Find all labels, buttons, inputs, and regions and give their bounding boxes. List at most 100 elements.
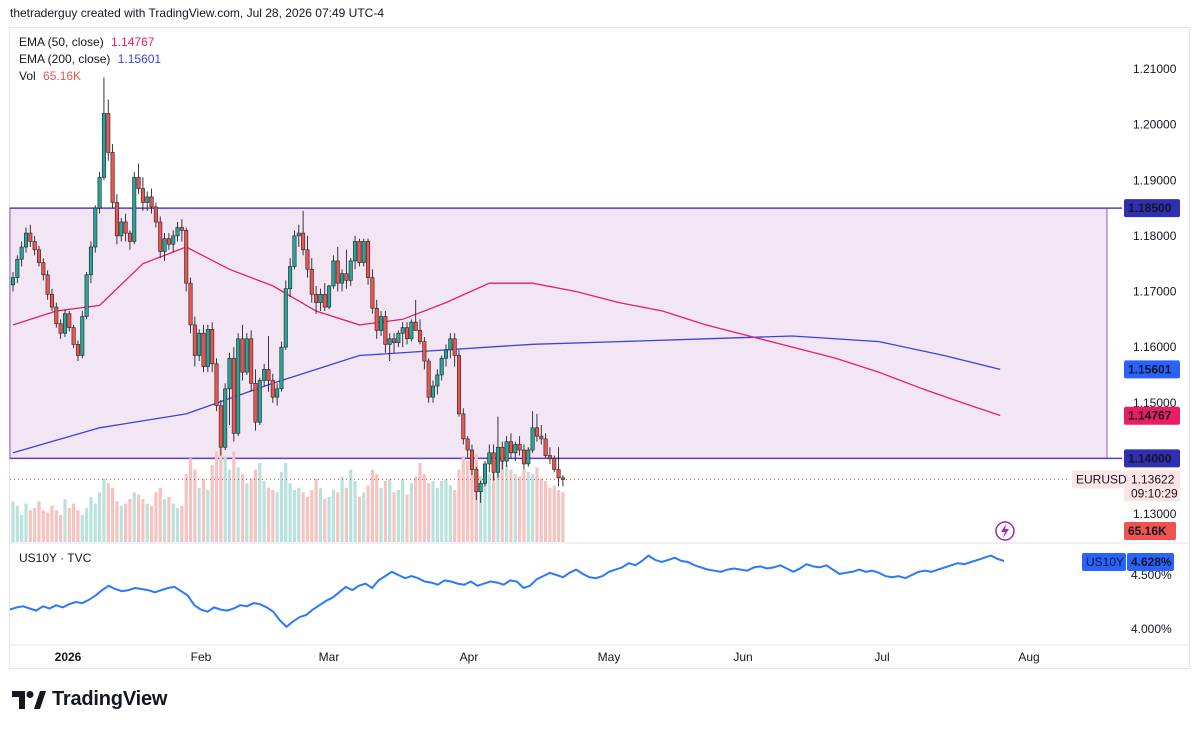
range-box[interactable] [9, 207, 1108, 459]
candle[interactable] [552, 455, 557, 473]
candle[interactable] [366, 238, 371, 285]
candle[interactable] [500, 441, 505, 470]
candle[interactable] [556, 447, 561, 487]
candle[interactable] [257, 377, 262, 425]
candle[interactable] [560, 475, 565, 487]
ema200-legend-row[interactable]: EMA (200, close) 1.15601 [19, 51, 161, 68]
candle[interactable] [279, 341, 284, 392]
us10y-last-badge[interactable]: US10Y 4.628% [1082, 553, 1174, 571]
candle[interactable] [101, 77, 106, 181]
candle[interactable] [392, 333, 397, 353]
candle[interactable] [327, 284, 332, 310]
candle[interactable] [344, 249, 349, 289]
candle[interactable] [418, 319, 423, 345]
candle[interactable] [41, 258, 46, 281]
candle[interactable] [197, 329, 202, 362]
candle[interactable] [179, 219, 184, 242]
tradingview-logo[interactable]: TradingView [12, 688, 167, 711]
candle[interactable] [547, 447, 552, 464]
candle[interactable] [71, 324, 76, 349]
candle[interactable] [469, 444, 474, 476]
candle[interactable] [379, 310, 384, 336]
candle[interactable] [54, 302, 59, 328]
candle[interactable] [192, 316, 197, 367]
candle[interactable] [11, 272, 16, 292]
candle[interactable] [15, 255, 20, 284]
candle[interactable] [283, 280, 288, 350]
candle[interactable] [240, 324, 245, 381]
candle[interactable] [504, 436, 509, 467]
candle[interactable] [110, 144, 115, 209]
volume-legend-row[interactable]: Vol 65.16K [19, 68, 161, 85]
candle[interactable] [244, 333, 249, 375]
candle[interactable] [400, 322, 405, 348]
candle[interactable] [275, 383, 280, 406]
candle[interactable] [448, 333, 453, 359]
candle[interactable] [158, 216, 163, 259]
candle[interactable] [361, 238, 366, 267]
candle[interactable] [106, 99, 111, 161]
candle[interactable] [80, 310, 85, 359]
candle[interactable] [539, 425, 544, 445]
candle[interactable] [214, 358, 219, 412]
candle[interactable] [132, 171, 137, 245]
candle[interactable] [205, 324, 210, 373]
candle[interactable] [262, 363, 267, 387]
candle[interactable] [62, 309, 67, 338]
candle[interactable] [491, 444, 496, 481]
candle[interactable] [49, 288, 54, 311]
candle[interactable] [439, 355, 444, 381]
candle[interactable] [526, 447, 531, 467]
candle[interactable] [123, 213, 128, 242]
candle[interactable] [426, 358, 431, 403]
candle[interactable] [413, 299, 418, 331]
candle[interactable] [218, 399, 223, 456]
candle[interactable] [409, 319, 414, 342]
candle[interactable] [162, 233, 167, 261]
us10y-line[interactable] [9, 554, 1005, 629]
candle[interactable] [452, 333, 457, 367]
candle[interactable] [353, 235, 358, 270]
candle[interactable] [478, 480, 483, 503]
candle[interactable] [534, 413, 539, 442]
candle[interactable] [140, 177, 145, 211]
candle[interactable] [318, 288, 323, 311]
candle[interactable] [370, 269, 375, 314]
candle[interactable] [175, 221, 180, 242]
ema50-legend-row[interactable]: EMA (50, close) 1.14767 [19, 34, 161, 51]
candle[interactable] [396, 330, 401, 348]
candle[interactable] [36, 245, 41, 267]
candle[interactable] [474, 466, 479, 501]
candle[interactable] [443, 344, 448, 367]
candle[interactable] [153, 202, 158, 228]
candle[interactable] [431, 380, 436, 403]
candle[interactable] [23, 227, 28, 253]
candle[interactable] [288, 258, 293, 298]
candle[interactable] [314, 285, 319, 314]
lightning-icon[interactable] [995, 521, 1015, 541]
candle[interactable] [227, 352, 232, 425]
candle[interactable] [45, 270, 50, 300]
candle[interactable] [19, 241, 24, 267]
candle[interactable] [201, 324, 206, 373]
us10y-pane-label[interactable]: US10Y · TVC [19, 551, 92, 565]
candle[interactable] [171, 230, 176, 253]
candle[interactable] [357, 238, 362, 267]
ema200-line[interactable] [12, 335, 1001, 454]
symbol-badge[interactable]: EURUSD [1072, 470, 1127, 489]
ema50-line[interactable] [12, 246, 1001, 417]
candle[interactable] [292, 230, 297, 270]
candle[interactable] [482, 461, 487, 487]
candle[interactable] [28, 224, 33, 247]
candle[interactable] [335, 247, 340, 292]
candle[interactable] [249, 330, 254, 392]
candle[interactable] [145, 191, 150, 211]
candle[interactable] [270, 373, 275, 403]
candle[interactable] [93, 205, 98, 253]
candle[interactable] [166, 233, 171, 250]
candle[interactable] [461, 408, 466, 445]
candle[interactable] [340, 269, 345, 292]
candle[interactable] [97, 171, 102, 214]
candle[interactable] [465, 436, 470, 459]
candle[interactable] [136, 163, 141, 195]
